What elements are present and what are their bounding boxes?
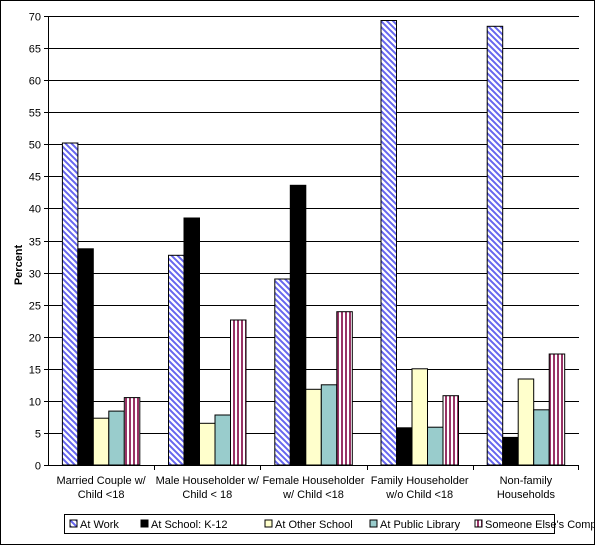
legend-entry: At Other School xyxy=(275,519,353,531)
bar xyxy=(77,248,94,466)
bar xyxy=(123,397,141,466)
y-tick-label: 50 xyxy=(29,140,41,152)
x-category-label: Child < 18 xyxy=(182,489,232,501)
bar xyxy=(230,319,247,466)
y-tick-label: 40 xyxy=(29,204,41,216)
y-axis-label: Percent xyxy=(13,244,25,285)
y-tick-label: 65 xyxy=(29,44,41,56)
y-tick-label: 20 xyxy=(29,333,41,345)
legend-swatch xyxy=(69,519,78,528)
y-tick-label: 55 xyxy=(29,108,41,120)
x-category-label: Female Householder xyxy=(262,475,364,487)
x-category-label: Family Householder xyxy=(371,475,469,487)
bar xyxy=(199,422,216,466)
legend-entry: At School: K-12 xyxy=(151,519,227,531)
bar xyxy=(61,142,79,466)
legend-swatch xyxy=(474,519,483,528)
bar xyxy=(427,426,444,466)
y-tick-label: 45 xyxy=(29,172,41,184)
bar xyxy=(168,254,185,466)
legend-entry: At Public Library xyxy=(380,519,461,531)
bar xyxy=(411,368,428,466)
legend-entry: Someone Else's Computer xyxy=(485,519,595,531)
x-category-label: Child <18 xyxy=(78,489,125,501)
x-category-label: Male Householder w/ xyxy=(156,475,260,487)
bar xyxy=(502,436,519,466)
bar xyxy=(396,427,413,466)
legend-entry: At Work xyxy=(80,519,119,531)
legend-swatch xyxy=(369,519,378,528)
y-tick-label: 15 xyxy=(29,365,41,377)
y-tick-label: 10 xyxy=(29,397,41,409)
legend-swatch xyxy=(140,519,149,528)
legend-swatch xyxy=(264,519,273,528)
bar xyxy=(320,384,338,466)
y-tick-label: 25 xyxy=(29,301,41,313)
bar xyxy=(108,410,125,466)
bar xyxy=(274,278,291,466)
bar xyxy=(336,311,353,466)
x-category-label: Non-family xyxy=(500,475,553,487)
bar xyxy=(517,378,535,466)
bar xyxy=(305,388,322,466)
x-category-label: w/ Child <18 xyxy=(282,489,344,501)
y-tick-label: 35 xyxy=(29,237,41,249)
bar xyxy=(214,414,231,466)
legend-box xyxy=(64,514,555,534)
y-tick-label: 60 xyxy=(29,76,41,88)
x-category-label: w/o Child <18 xyxy=(385,489,453,501)
x-category-label: Married Couple w/ xyxy=(56,475,146,487)
y-tick-label: 30 xyxy=(29,269,41,281)
bar xyxy=(183,217,200,466)
x-category-label: Households xyxy=(497,489,556,501)
y-tick-label: 0 xyxy=(35,461,41,473)
y-tick-label: 70 xyxy=(29,12,41,24)
bar xyxy=(380,20,397,466)
bar xyxy=(92,417,110,466)
bar xyxy=(533,409,550,466)
bar xyxy=(486,25,504,466)
y-tick-label: 5 xyxy=(35,429,41,441)
bar xyxy=(442,395,459,466)
bar xyxy=(548,353,566,466)
bar xyxy=(289,184,307,466)
